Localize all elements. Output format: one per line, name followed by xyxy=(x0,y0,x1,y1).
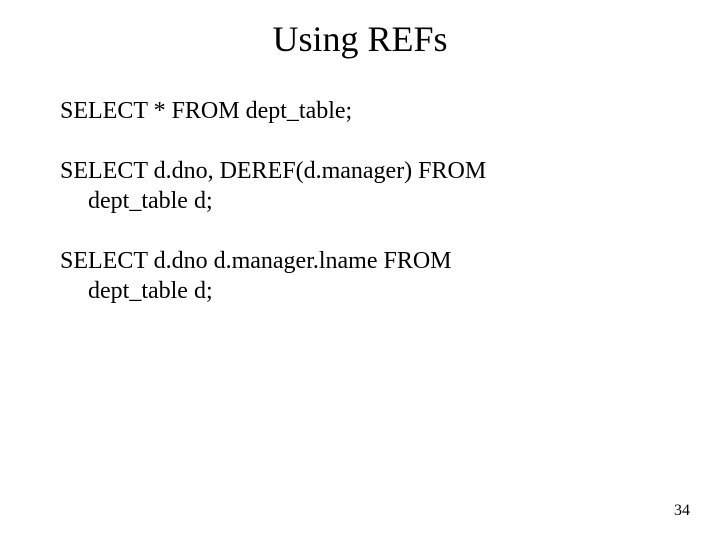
code-line: dept_table d; xyxy=(88,278,213,304)
code-line: SELECT * FROM dept_table; xyxy=(60,98,352,124)
code-paragraph: SELECT d.dno d.manager.lname FROM dept_t… xyxy=(60,246,660,306)
slide-title: Using REFs xyxy=(60,18,660,60)
slide: Using REFs SELECT * FROM dept_table; SEL… xyxy=(0,0,720,540)
code-paragraph: SELECT * FROM dept_table; xyxy=(60,96,660,126)
slide-body: SELECT * FROM dept_table; SELECT d.dno, … xyxy=(60,96,660,306)
code-line: dept_table d; xyxy=(88,188,213,214)
code-line: SELECT d.dno d.manager.lname FROM xyxy=(60,248,452,274)
page-number: 34 xyxy=(674,502,690,520)
code-paragraph: SELECT d.dno, DEREF(d.manager) FROM dept… xyxy=(60,156,660,216)
code-line: SELECT d.dno, DEREF(d.manager) FROM xyxy=(60,158,486,184)
